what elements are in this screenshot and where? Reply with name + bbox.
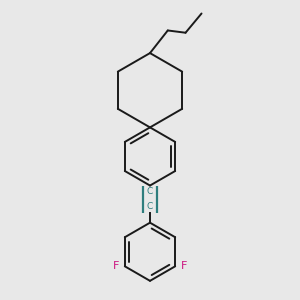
Text: C: C xyxy=(147,187,153,196)
Text: F: F xyxy=(181,261,188,271)
Text: F: F xyxy=(112,261,119,271)
Text: C: C xyxy=(147,202,153,211)
